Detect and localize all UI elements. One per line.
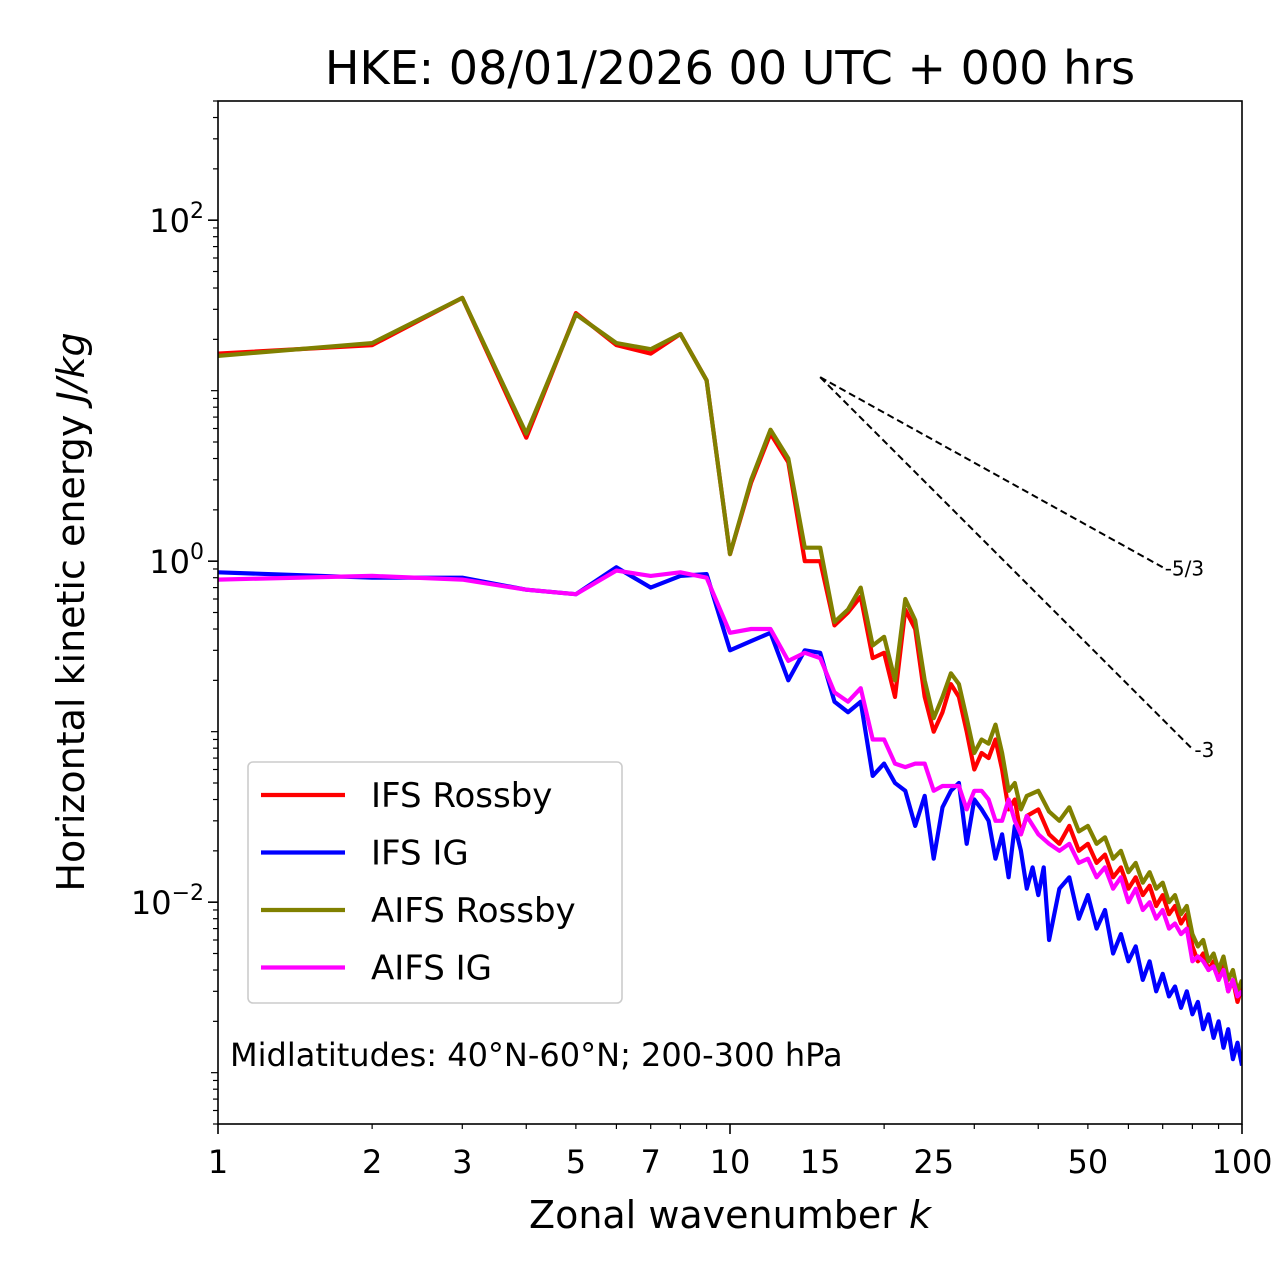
region-annotation: Midlatitudes: 40°N-60°N; 200-300 hPa: [230, 1036, 843, 1074]
x-axis-label: Zonal wavenumber k: [529, 1193, 933, 1237]
x-tick-label: 25: [913, 1143, 954, 1181]
plot-frame: [217, 100, 1243, 1125]
legend-label: IFS Rossby: [371, 776, 552, 816]
x-tick-label: 15: [800, 1143, 841, 1181]
series-line-ifs-ig: [218, 565, 1242, 1067]
x-tick-label: 7: [641, 1143, 661, 1181]
y-tick-label: 10−2: [131, 881, 204, 922]
y-tick-label: 100: [149, 540, 204, 581]
x-tick-label: 1: [208, 1143, 228, 1181]
x-tick-label: 100: [1211, 1143, 1272, 1181]
x-tick-label: 50: [1068, 1143, 1109, 1181]
x-tick-labels: 1 2 3 5 7 10 15 25 50 100: [208, 1143, 1273, 1181]
x-tick-label: 2: [362, 1143, 382, 1181]
series-line-aifs-ig: [218, 568, 1242, 999]
legend-label: AIFS Rossby: [371, 891, 576, 931]
legend: IFS Rossby IFS IG AIFS Rossby AIFS IG: [247, 761, 623, 1004]
y-axis-label-unit: J/kg: [49, 332, 93, 409]
x-tick-label: 10: [710, 1143, 751, 1181]
x-axis-label-text: Zonal wavenumber: [529, 1193, 909, 1237]
y-tick-labels: 102 100 10−2: [131, 199, 204, 922]
legend-label: IFS IG: [371, 834, 469, 874]
legend-label: AIFS IG: [371, 949, 492, 989]
axis-ticks: [208, 100, 1243, 1134]
y-tick-label: 102: [149, 199, 204, 240]
x-tick-label: 3: [452, 1143, 472, 1181]
x-axis-label-var: k: [909, 1193, 933, 1237]
legend-box: [247, 761, 623, 1004]
y-axis-label: Horizontal kinetic energy J/kg: [49, 332, 93, 891]
series-layer: [218, 295, 1242, 1067]
reference-slopes: -5/3 -3: [819, 376, 1214, 762]
chart-title: HKE: 08/01/2026 00 UTC + 000 hrs: [325, 41, 1135, 95]
x-tick-label: 5: [566, 1143, 586, 1181]
y-axis-label-text: Horizontal kinetic energy: [49, 403, 93, 892]
reference-label: -3: [1194, 738, 1214, 762]
reference-label: -5/3: [1165, 556, 1204, 580]
series-line-aifs-rossby: [218, 295, 1242, 994]
